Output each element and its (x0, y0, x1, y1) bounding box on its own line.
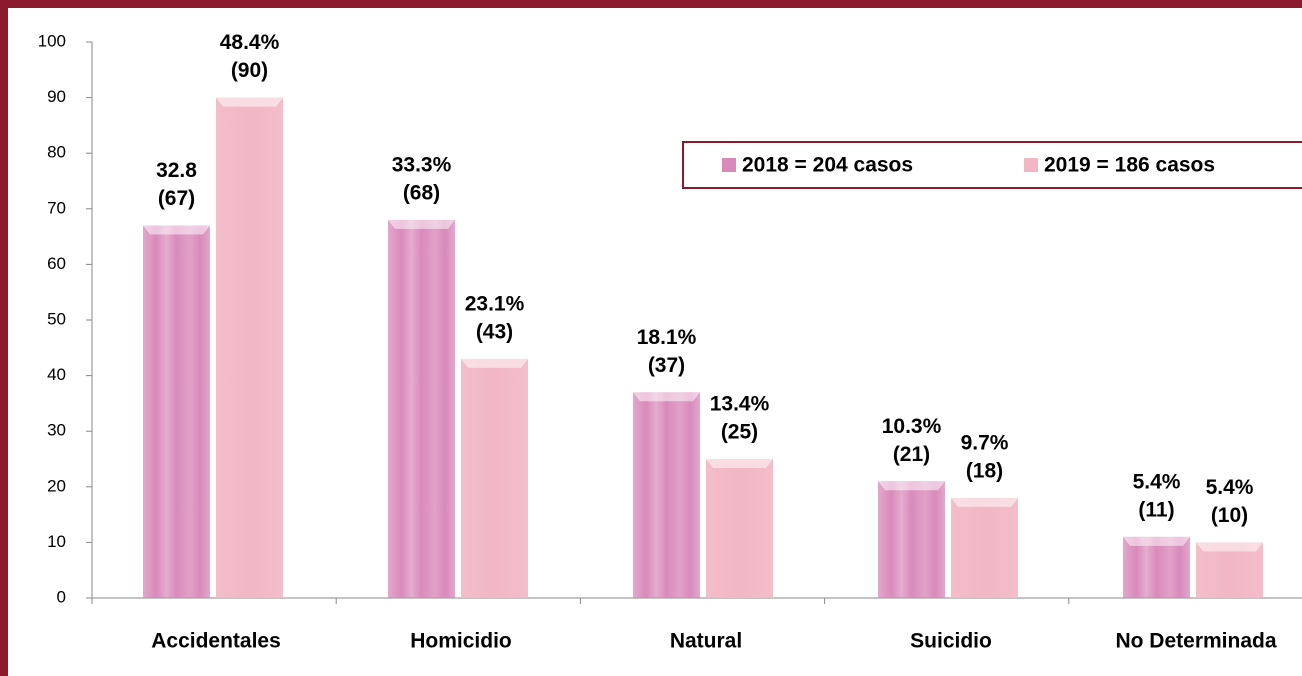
value-label: 5.4% (1206, 476, 1254, 499)
y-tick-label: 100 (38, 31, 66, 50)
bar (461, 358, 528, 598)
value-label: (68) (403, 181, 440, 204)
value-label: 10.3% (882, 415, 942, 438)
legend-swatch (722, 158, 736, 172)
bar-cap (1123, 536, 1190, 546)
x-tick-label: Homicidio (410, 630, 512, 653)
bar (1196, 542, 1263, 598)
x-tick-label: Natural (670, 630, 742, 653)
y-tick-label: 20 (47, 476, 66, 495)
legend-swatch (1024, 158, 1038, 172)
value-label: 33.3% (392, 153, 452, 176)
y-tick-label: 90 (47, 87, 66, 106)
value-label: 48.4% (220, 31, 280, 54)
bar (633, 392, 700, 598)
value-label: 9.7% (961, 431, 1009, 454)
bar-cap (388, 219, 455, 229)
bar (143, 225, 210, 599)
value-label: (43) (476, 320, 513, 343)
bar (1123, 536, 1190, 598)
legend-label: 2019 = 186 casos (1044, 154, 1215, 177)
value-label: (25) (721, 421, 758, 444)
value-label: 5.4% (1133, 470, 1181, 493)
value-label: (10) (1211, 504, 1248, 527)
y-tick-label: 70 (47, 198, 66, 217)
bar (706, 459, 773, 598)
x-tick-label: Accidentales (151, 630, 281, 653)
value-label: (21) (893, 443, 930, 466)
value-label: (18) (966, 459, 1003, 482)
value-label: (67) (158, 187, 195, 210)
value-label: (37) (648, 354, 685, 377)
bar-cap (878, 481, 945, 491)
bar-cap (143, 225, 210, 235)
bar-cap (706, 459, 773, 468)
bar (878, 481, 945, 598)
value-label: 32.8 (156, 159, 197, 182)
x-tick-label: Suicidio (910, 630, 992, 653)
y-tick-label: 0 (57, 587, 66, 606)
bar-cap (1196, 542, 1263, 552)
y-tick-label: 30 (47, 421, 66, 440)
value-label: (90) (231, 59, 268, 82)
bar-cap (951, 497, 1018, 507)
legend (682, 141, 1302, 189)
bar-cap (216, 97, 283, 107)
bar (388, 219, 455, 599)
y-tick-label: 50 (47, 309, 66, 328)
y-tick-label: 10 (47, 532, 66, 551)
value-label: 23.1% (465, 292, 525, 315)
bar-cap (633, 392, 700, 402)
value-label: 13.4% (710, 393, 770, 416)
legend-label: 2018 = 204 casos (742, 154, 913, 177)
bar (951, 497, 1018, 598)
value-label: 18.1% (637, 326, 697, 349)
x-tick-label: No Determinada (1115, 630, 1276, 653)
value-label: (11) (1138, 498, 1174, 521)
y-tick-label: 40 (47, 365, 66, 384)
bar (216, 97, 283, 598)
bar-cap (461, 358, 528, 368)
y-tick-label: 60 (47, 254, 66, 273)
y-tick-label: 80 (47, 143, 66, 162)
